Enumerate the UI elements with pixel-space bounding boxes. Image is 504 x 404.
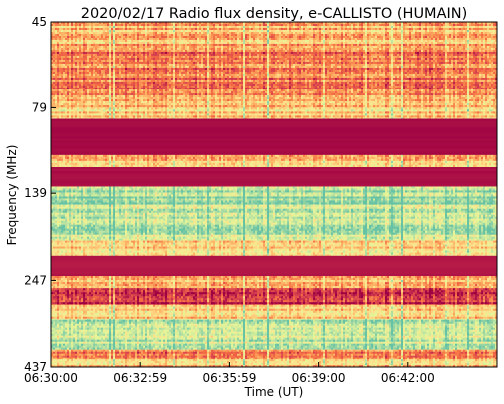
freq-band-1 [51, 43, 498, 90]
freq-band-9 [51, 240, 498, 257]
freq-band-2 [51, 89, 498, 108]
freq-band-13 [51, 304, 498, 321]
y-tick-label: 139 [24, 186, 47, 200]
x-tick-label: 06:35:59 [202, 371, 256, 385]
freq-band-16 [51, 359, 498, 368]
x-tick-label: 06:42:00 [381, 371, 435, 385]
x-tick-label: 06:39:00 [292, 371, 346, 385]
chart-title: 2020/02/17 Radio flux density, e-CALLIST… [81, 6, 468, 22]
freq-band-10 [51, 255, 497, 277]
y-tick-label: 45 [32, 15, 47, 29]
y-tick-label: 247 [24, 273, 47, 287]
plot-frame [50, 21, 498, 368]
freq-band-3 [51, 107, 498, 119]
x-tick-label: 06:30:00 [24, 371, 78, 385]
x-axis-label: Time (UT) [244, 385, 304, 399]
freq-band-5 [51, 154, 498, 168]
freq-band-8 [51, 204, 498, 241]
y-axis-ticks: 45 79 139 247 437 [24, 15, 56, 374]
freq-band-15 [51, 349, 498, 360]
y-tick-label: 79 [32, 100, 47, 114]
freq-band-14 [51, 319, 498, 351]
y-axis-label: Frequency (MHz) [5, 145, 19, 246]
freq-band-12 [51, 288, 498, 306]
spectrogram-heatmap [51, 22, 498, 368]
freq-band-7 [51, 186, 498, 206]
y-tick-label: 437 [24, 360, 47, 374]
freq-band-0 [51, 22, 498, 45]
x-axis-ticks: 06:30:00 06:32:59 06:35:59 06:39:00 06:42:00 [24, 362, 435, 385]
freq-band-4 [51, 118, 497, 156]
freq-band-6 [51, 167, 497, 187]
freq-band-11 [51, 276, 498, 289]
x-tick-label: 06:32:59 [113, 371, 167, 385]
